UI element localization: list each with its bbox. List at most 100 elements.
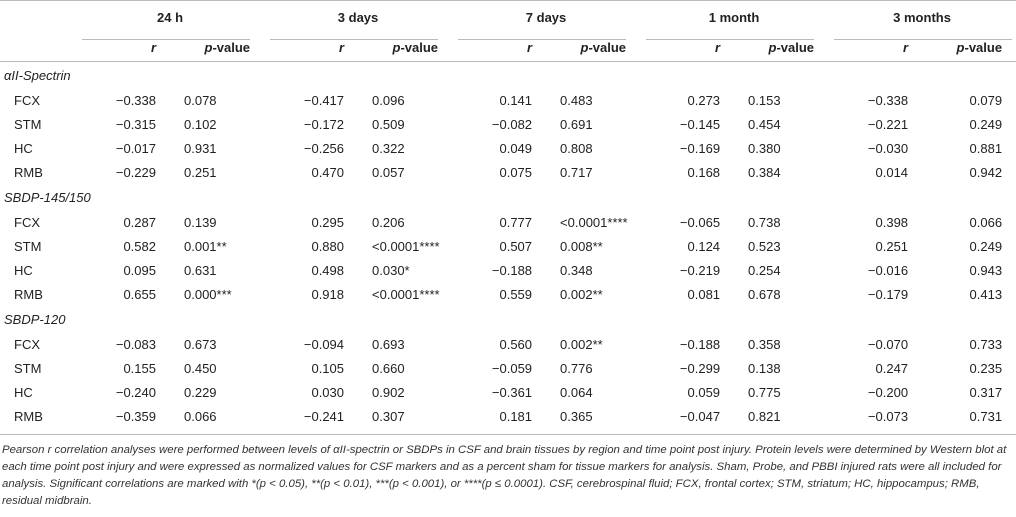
r-value-cell: −0.145 bbox=[679, 116, 721, 132]
r-value-cell: 0.295 bbox=[311, 214, 345, 230]
r-value-cell: 0.880 bbox=[311, 238, 345, 254]
group-rule-1month bbox=[646, 39, 814, 40]
p-value-cell: 0.943 bbox=[969, 262, 1003, 278]
p-value-cell: 0.693 bbox=[372, 336, 405, 352]
region-label: RMB bbox=[14, 286, 43, 302]
p-value-cell: 0.206 bbox=[372, 214, 405, 230]
r-value-cell: −0.359 bbox=[115, 408, 156, 424]
p-value-cell: <0.0001**** bbox=[560, 214, 628, 230]
p-value-cell: 0.008** bbox=[560, 238, 603, 254]
r-value-cell: −0.221 bbox=[867, 116, 909, 132]
section-row: αII-Spectrin bbox=[0, 62, 1016, 89]
r-value-cell: −0.073 bbox=[867, 408, 909, 424]
p-value-cell: 0.631 bbox=[184, 262, 217, 278]
r-value-cell: −0.315 bbox=[115, 116, 156, 132]
section-row: SBDP-120 bbox=[0, 306, 1016, 332]
r-value-cell: 0.273 bbox=[687, 92, 721, 108]
r-value-cell: 0.777 bbox=[499, 214, 533, 230]
p-value-cell: 0.348 bbox=[560, 262, 593, 278]
p-value-cell: 0.066 bbox=[184, 408, 217, 424]
region-label: STM bbox=[14, 360, 42, 376]
table-bottom-rule bbox=[0, 434, 1016, 435]
region-label: FCX bbox=[14, 336, 40, 352]
r-value-cell: −0.338 bbox=[115, 92, 156, 108]
p-value-cell: 0.251 bbox=[184, 164, 217, 180]
r-value-cell: 0.470 bbox=[311, 164, 345, 180]
r-value-cell: 0.049 bbox=[499, 140, 533, 156]
table-row: STM 0.155 0.450 0.105 0.660 −0.059 0.776 −0.299… bbox=[0, 356, 1016, 380]
r-value-cell: −0.219 bbox=[679, 262, 721, 278]
r-header: r bbox=[264, 33, 355, 62]
p-value-cell: 0.660 bbox=[372, 360, 405, 376]
r-value-cell: 0.124 bbox=[687, 238, 721, 254]
p-value-cell: 0.691 bbox=[560, 116, 593, 132]
r-value-cell: −0.361 bbox=[491, 384, 533, 400]
r-value-cell: 0.398 bbox=[875, 214, 909, 230]
time-header-3days: 3 days bbox=[337, 9, 379, 25]
r-value-cell: 0.141 bbox=[499, 92, 533, 108]
table-row: FCX 0.287 0.139 0.295 0.206 0.777 <0.0001**** −… bbox=[0, 210, 1016, 234]
region-label: STM bbox=[14, 238, 42, 254]
r-value-cell: −0.338 bbox=[867, 92, 909, 108]
p-value-cell: 0.738 bbox=[748, 214, 781, 230]
p-value-cell: 0.821 bbox=[748, 408, 781, 424]
region-label: HC bbox=[14, 140, 33, 156]
p-value-cell: 0.078 bbox=[184, 92, 217, 108]
r-value-cell: −0.030 bbox=[867, 140, 909, 156]
p-value-cell: 0.322 bbox=[372, 140, 405, 156]
region-label: STM bbox=[14, 116, 42, 132]
section-row: SBDP-145/150 bbox=[0, 184, 1016, 210]
p-value-header: p-value bbox=[166, 33, 265, 62]
r-value-cell: 0.560 bbox=[499, 336, 533, 352]
table-row: FCX −0.083 0.673 −0.094 0.693 0.560 0.002** −0.… bbox=[0, 332, 1016, 356]
r-value-cell: −0.059 bbox=[491, 360, 533, 376]
p-value-cell: <0.0001**** bbox=[372, 238, 440, 254]
region-label: HC bbox=[14, 384, 33, 400]
p-value-cell: 0.413 bbox=[969, 286, 1003, 302]
p-value-cell: 0.358 bbox=[748, 336, 781, 352]
p-value-cell: 0.509 bbox=[372, 116, 405, 132]
table-row: STM −0.315 0.102 −0.172 0.509 −0.082 0.691 −0.1… bbox=[0, 112, 1016, 136]
r-header: r bbox=[828, 33, 919, 62]
stat-header-row: r p-value r p-value r p-value r p-value … bbox=[0, 33, 1016, 62]
p-value-cell: <0.0001**** bbox=[372, 286, 440, 302]
p-value-cell: 0.235 bbox=[969, 360, 1003, 376]
r-value-cell: −0.229 bbox=[115, 164, 156, 180]
time-header-row: 24 h 3 days 7 days 1 month 3 months bbox=[0, 0, 1016, 34]
region-label: HC bbox=[14, 262, 33, 278]
time-header-1month: 1 month bbox=[708, 9, 760, 25]
region-label: FCX bbox=[14, 214, 40, 230]
p-value-cell: 0.384 bbox=[748, 164, 781, 180]
r-value-cell: −0.172 bbox=[303, 116, 345, 132]
r-value-cell: −0.016 bbox=[867, 262, 909, 278]
p-value-header: p-value bbox=[354, 33, 453, 62]
p-value-cell: 0.365 bbox=[560, 408, 593, 424]
r-value-cell: −0.017 bbox=[115, 140, 156, 156]
table-row: RMB −0.229 0.251 0.470 0.057 0.075 0.717 0.168 0… bbox=[0, 160, 1016, 184]
r-value-cell: 0.582 bbox=[123, 238, 156, 254]
p-value-cell: 0.902 bbox=[372, 384, 405, 400]
table-body: αII-Spectrin FCX −0.338 0.078 −0.417 0.096 0.1… bbox=[0, 62, 1016, 429]
r-value-cell: −0.169 bbox=[679, 140, 721, 156]
p-value-cell: 0.931 bbox=[184, 140, 217, 156]
p-value-header: p-value bbox=[730, 33, 829, 62]
p-value-cell: 0.079 bbox=[969, 92, 1003, 108]
r-header: r bbox=[640, 33, 731, 62]
stat-header-blank bbox=[0, 33, 76, 62]
r-value-cell: 0.655 bbox=[123, 286, 156, 302]
p-value-cell: 0.523 bbox=[748, 238, 781, 254]
p-value-cell: 0.066 bbox=[969, 214, 1003, 230]
r-value-cell: 0.181 bbox=[499, 408, 533, 424]
p-value-cell: 0.307 bbox=[372, 408, 405, 424]
region-label: FCX bbox=[14, 92, 40, 108]
r-value-cell: 0.105 bbox=[311, 360, 345, 376]
p-value-cell: 0.776 bbox=[560, 360, 593, 376]
r-value-cell: −0.241 bbox=[303, 408, 345, 424]
r-value-cell: 0.059 bbox=[687, 384, 721, 400]
p-value-cell: 0.733 bbox=[969, 336, 1003, 352]
r-value-cell: −0.188 bbox=[679, 336, 721, 352]
time-header-7days: 7 days bbox=[525, 9, 567, 25]
r-value-cell: −0.179 bbox=[867, 286, 909, 302]
table-footnote: Pearson r correlation analyses were perf… bbox=[2, 444, 1007, 507]
